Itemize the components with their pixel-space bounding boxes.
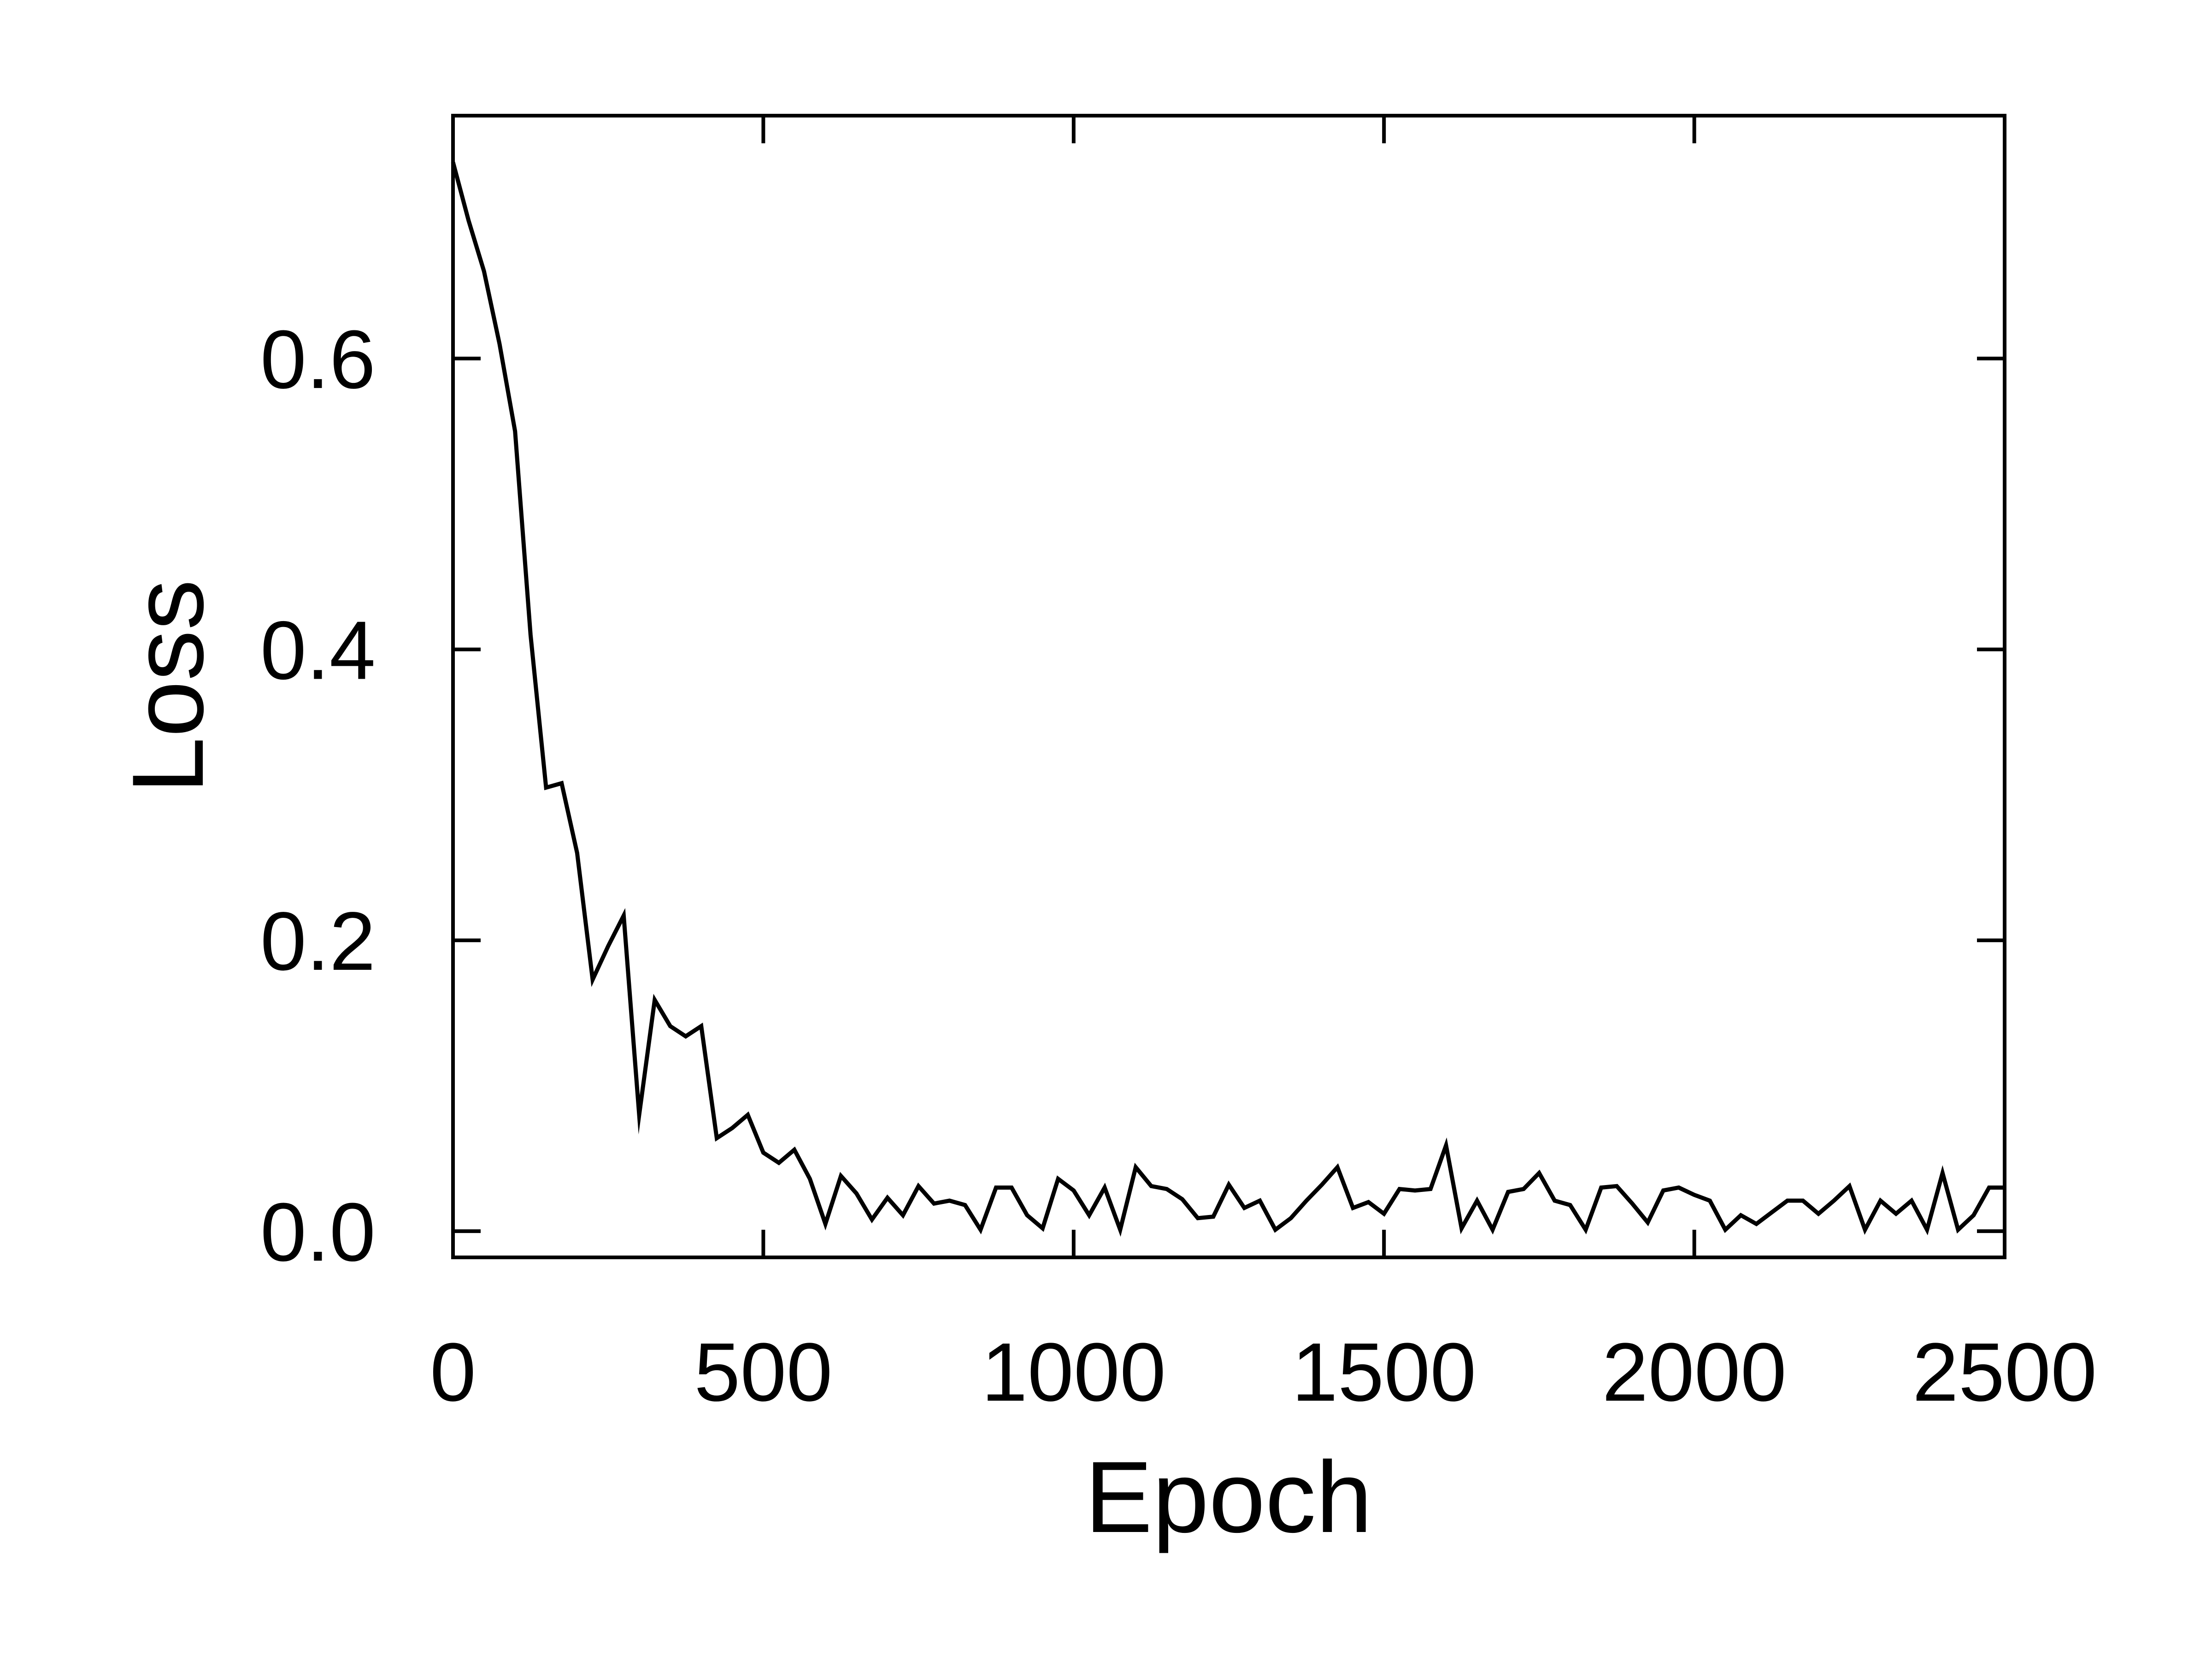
- x-tick-label: 1000: [982, 1326, 1166, 1419]
- x-tick-label: 1500: [1292, 1326, 1476, 1419]
- y-tick-label: 0.0: [260, 1186, 376, 1279]
- y-tick-label: 0.6: [260, 313, 376, 406]
- tick-labels-layer: 0 500 1000 1500 2000 2500 0.0 0.2 0.4 0.6: [260, 313, 2097, 1419]
- y-axis-label: Loss: [111, 580, 224, 794]
- y-tick-label: 0.2: [260, 895, 376, 988]
- plot-frame: [451, 114, 2006, 1259]
- x-tick-label: 2500: [1912, 1326, 2097, 1419]
- x-tick-label: 500: [694, 1326, 832, 1419]
- x-axis-label: Epoch: [1085, 1440, 1372, 1554]
- y-tick-label: 0.4: [260, 605, 376, 697]
- ticks-layer: [453, 116, 2005, 1257]
- x-tick-label: 2000: [1602, 1326, 1786, 1419]
- x-tick-label: 0: [430, 1326, 476, 1419]
- series-line: [451, 161, 2005, 1237]
